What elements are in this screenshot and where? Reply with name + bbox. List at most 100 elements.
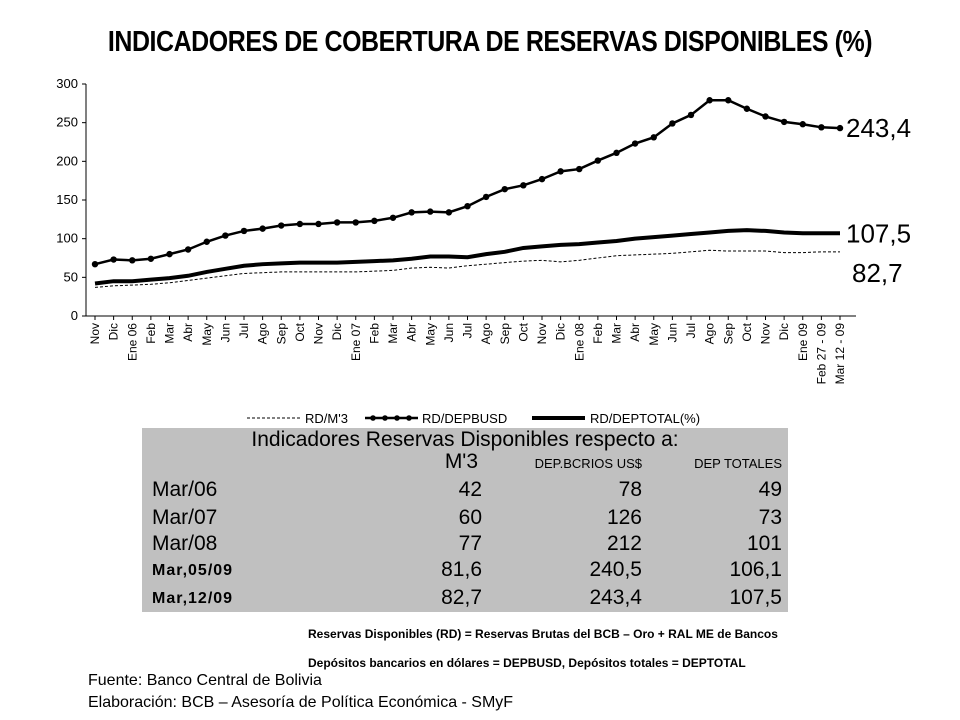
series-point-rd-depbusd — [427, 208, 434, 215]
table-row: Mar/06 42 78 49 — [142, 478, 788, 506]
x-tick-label: Ene 07 — [349, 323, 363, 361]
x-tick-label: Feb — [144, 323, 158, 344]
row-label: Mar/08 — [152, 532, 218, 555]
y-tick-label: 200 — [56, 153, 78, 168]
row-label: Mar,12/09 — [152, 590, 234, 607]
x-tick-label: Nov — [759, 323, 773, 344]
series-point-rd-depbusd — [836, 124, 844, 132]
series-point-rd-depbusd — [408, 209, 415, 216]
table-row: Mar,05/09 81,6 240,5 106,1 — [142, 558, 788, 586]
x-axis-ticks: Nov Dic Ene 06 Feb Mar Abr May Jun Jul Ago Sep Oct N… — [88, 316, 847, 384]
x-tick-label: Jun — [442, 323, 456, 342]
legend-marker — [406, 415, 412, 421]
note-dep-definition: Depósitos bancarios en dólares = DEPBUSD… — [308, 656, 746, 670]
series-point-rd-depbusd — [445, 209, 453, 216]
series-point-rd-depbusd — [91, 260, 99, 268]
x-tick-label: Abr — [405, 323, 419, 342]
x-tick-label: Jul — [461, 323, 475, 338]
indicators-table: Indicadores Reservas Disponibles respect… — [142, 428, 788, 612]
table-cell: 101 — [746, 532, 782, 555]
y-tick-label: 300 — [56, 76, 78, 91]
table-row: Mar,12/09 82,7 243,4 107,5 — [142, 586, 788, 614]
x-tick-label: Ago — [256, 323, 270, 345]
x-tick-label: Dic — [107, 323, 121, 340]
line-chart: 0 50 100 150 200 250 300 Nov Dic Ene 06 Feb Mar Abr… — [56, 76, 911, 426]
x-tick-label: Feb 27 - 09 — [814, 323, 828, 385]
series-point-rd-depbusd — [725, 97, 732, 104]
x-tick-label: Jun — [218, 323, 232, 342]
x-tick-label: May — [647, 323, 661, 346]
chart-title: INDICADORES DE COBERTURA DE RESERVAS DIS… — [107, 26, 873, 58]
elaboration-text: Elaboración: BCB – Asesoría de Política … — [88, 694, 514, 711]
series-point-rd-depbusd — [538, 175, 546, 183]
end-value-label: 82,7 — [852, 258, 903, 288]
table-cell: 212 — [606, 532, 642, 555]
table-cell: 60 — [458, 506, 482, 529]
series-point-rd-depbusd — [259, 225, 266, 232]
table-title: Indicadores Reservas Disponibles respect… — [251, 428, 679, 451]
x-tick-label: Ene 06 — [125, 323, 139, 361]
note-rd-definition: Reservas Disponibles (RD) = Reservas Bru… — [308, 627, 778, 641]
table-cell: 82,7 — [441, 586, 482, 609]
series-point-rd-depbusd — [706, 97, 713, 104]
series-point-rd-depbusd — [743, 105, 751, 112]
row-label: Mar/06 — [152, 478, 218, 501]
legend: RD/M'3 RD/DEPBUSD RD/DEPTOTAL(%) — [247, 411, 700, 426]
x-tick-label: Mar — [386, 323, 400, 344]
y-tick-label: 250 — [56, 115, 78, 130]
series-point-rd-depbusd — [687, 111, 695, 119]
x-tick-label: Mar 12 - 09 — [833, 323, 847, 385]
series-point-rd-depbusd — [650, 134, 657, 141]
table-cell: 107,5 — [729, 586, 782, 609]
x-tick-label: Dic — [330, 323, 344, 340]
x-tick-label: Ene 08 — [572, 323, 586, 361]
x-tick-label: Ene 09 — [796, 323, 810, 361]
series-point-rd-depbusd — [818, 124, 825, 131]
x-tick-label: Oct — [740, 322, 754, 341]
end-value-label: 107,5 — [846, 218, 911, 248]
table-cell: 240,5 — [589, 558, 642, 581]
x-tick-label: May — [423, 323, 437, 346]
table-cell: 243,4 — [589, 586, 642, 609]
series-point-rd-depbusd — [780, 118, 788, 126]
series-point-rd-depbusd — [315, 220, 322, 228]
series-point-rd-depbusd — [389, 214, 397, 221]
table-cell: 73 — [758, 506, 782, 529]
series-point-rd-depbusd — [613, 149, 620, 157]
x-tick-label: Nov — [312, 323, 326, 344]
x-tick-label: Abr — [181, 323, 195, 342]
x-tick-label: Nov — [88, 323, 102, 344]
series-point-rd-depbusd — [482, 193, 490, 201]
series-point-rd-depbusd — [129, 257, 136, 264]
series-point-rd-depbusd — [203, 238, 210, 245]
series-point-rd-depbusd — [110, 256, 117, 263]
end-labels: 243,4 107,5 82,7 — [846, 113, 911, 288]
table-cell: 78 — [618, 478, 642, 501]
series-point-rd-depbusd — [240, 227, 248, 235]
x-tick-label: Sep — [498, 323, 512, 345]
series-point-rd-depbusd — [501, 185, 508, 193]
table-row: Mar/07 60 126 73 — [142, 506, 788, 534]
x-tick-label: Sep — [721, 323, 735, 345]
series-point-rd-depbusd — [799, 121, 806, 128]
series-line-rd-deptotal — [94, 228, 840, 286]
legend-label: RD/DEPTOTAL(%) — [590, 411, 700, 426]
row-label: Mar/07 — [152, 506, 218, 529]
x-tick-label: Sep — [274, 323, 288, 345]
y-tick-label: 0 — [71, 308, 78, 323]
series-point-rd-depbusd — [278, 222, 285, 229]
y-tick-label: 100 — [56, 231, 78, 246]
x-tick-label: Jul — [237, 323, 251, 338]
legend-marker — [370, 415, 376, 421]
series-point-rd-depbusd — [594, 157, 602, 164]
x-tick-label: Feb — [367, 323, 381, 344]
x-tick-label: Abr — [628, 323, 642, 342]
x-tick-label: Ago — [703, 323, 717, 345]
table-cell: 81,6 — [441, 558, 482, 581]
series-point-rd-depbusd — [296, 220, 304, 228]
series-point-rd-depbusd — [352, 219, 359, 226]
x-tick-label: Dic — [777, 323, 791, 340]
y-axis-ticks: 0 50 100 150 200 250 300 — [56, 76, 86, 323]
x-tick-label: Feb — [591, 323, 605, 344]
x-tick-label: Jun — [665, 323, 679, 342]
